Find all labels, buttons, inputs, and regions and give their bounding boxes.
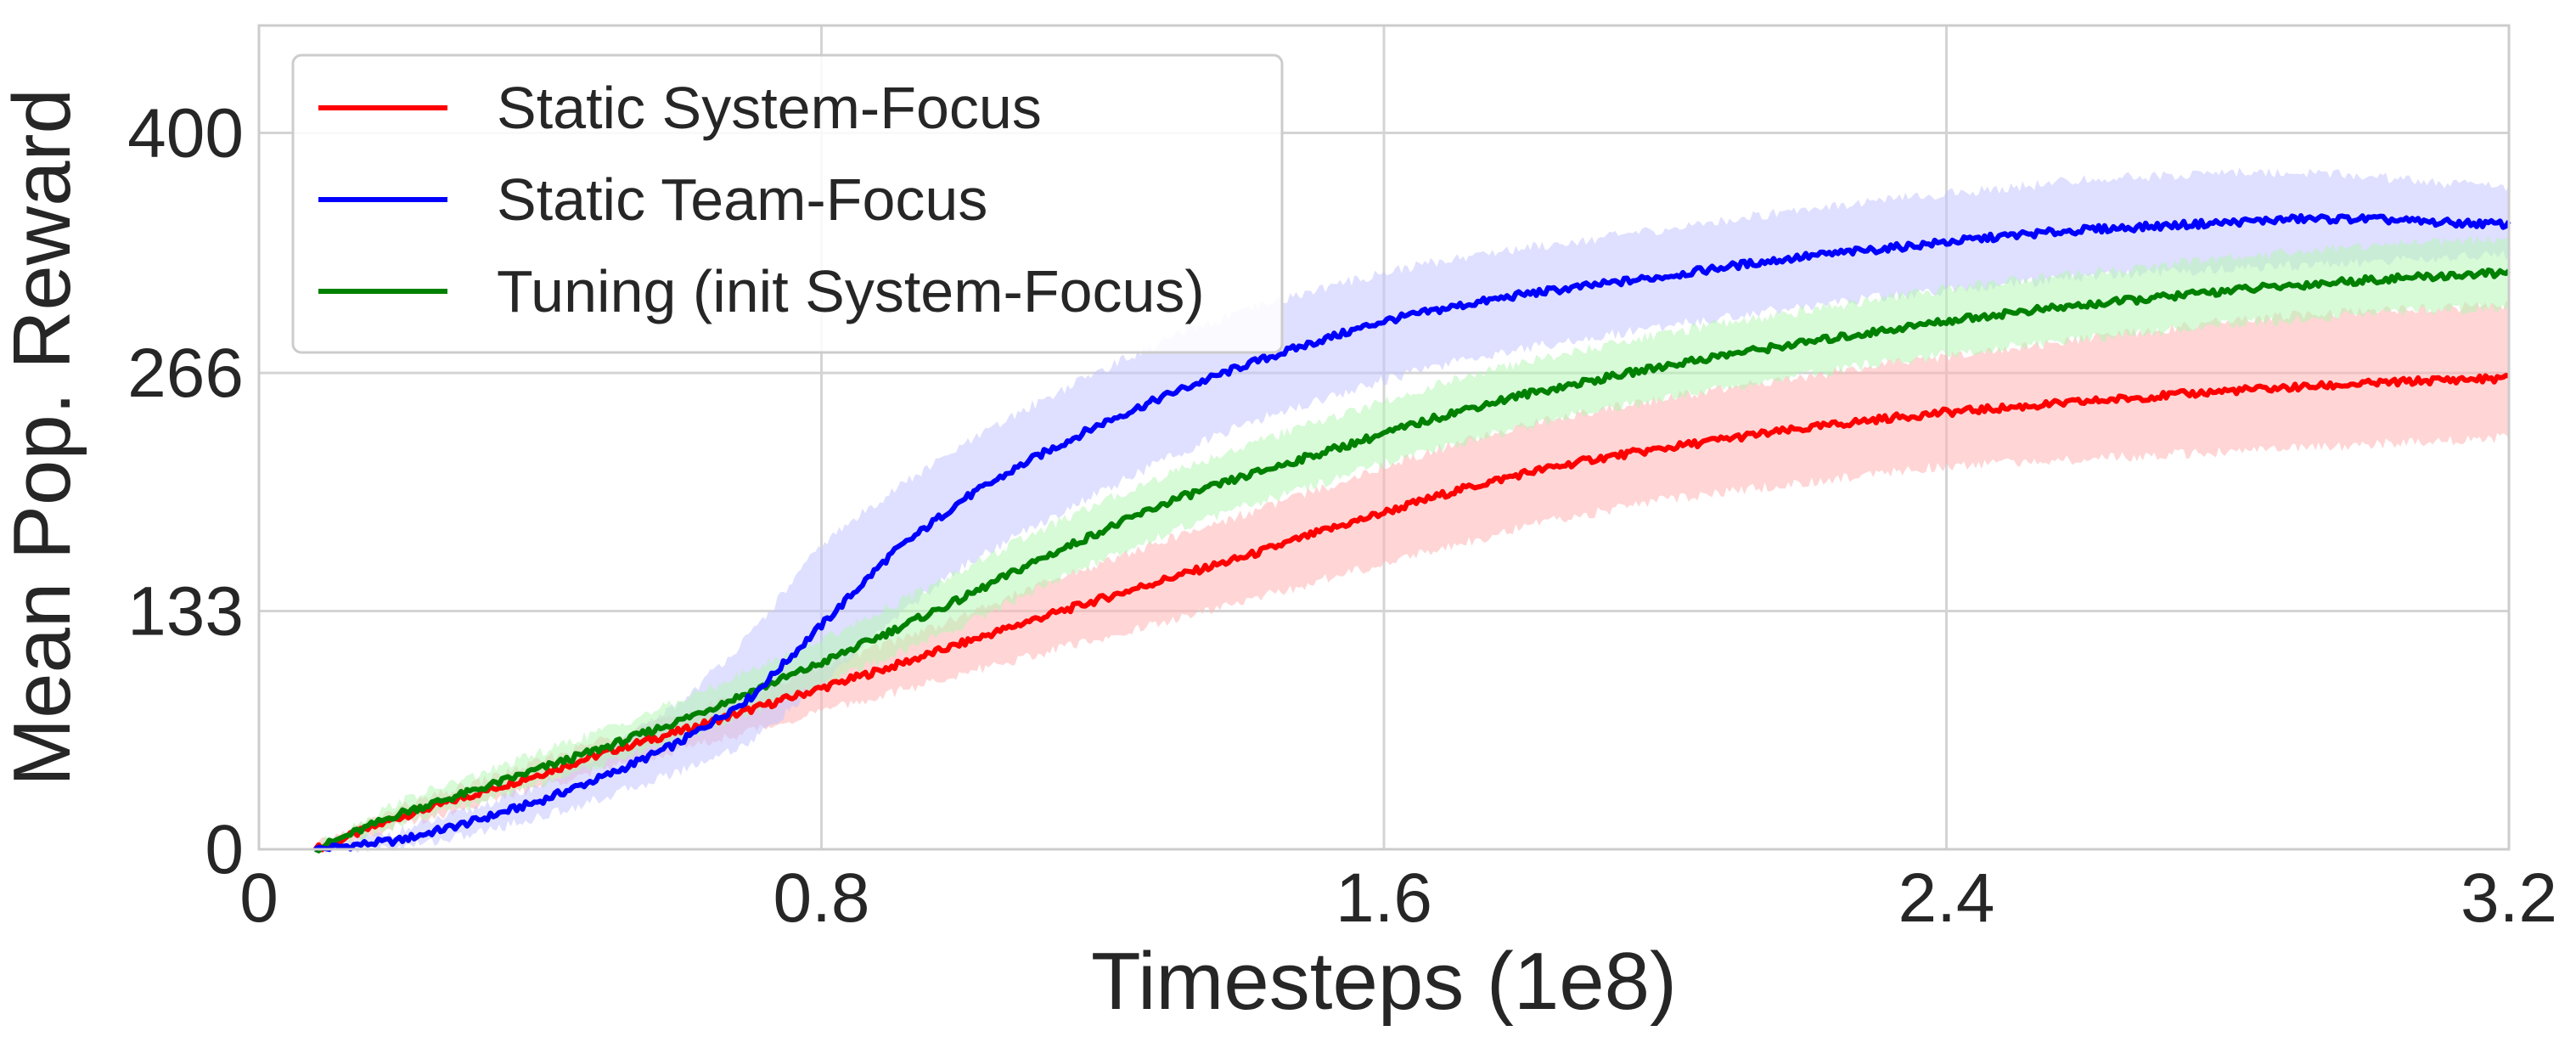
legend-label: Tuning (init System-Focus) <box>497 258 1205 324</box>
y-tick-label: 400 <box>127 95 244 172</box>
legend: Static System-Focus Static Team-Focus Tuni… <box>291 54 1284 354</box>
legend-label: Static System-Focus <box>497 75 1042 141</box>
series-line <box>313 212 2511 853</box>
plot-frame <box>257 24 2511 851</box>
y-tick-label: 133 <box>127 573 244 651</box>
x-tick-label: 3.2 <box>2461 859 2557 937</box>
series-lines <box>312 212 2511 854</box>
confidence-bands <box>315 167 2509 854</box>
x-axis-title: Timesteps (1e8) <box>1091 936 1677 1027</box>
x-tick-label: 2.4 <box>1898 859 1995 937</box>
confidence-band <box>315 234 2509 852</box>
x-tick-label: 0.8 <box>773 859 870 937</box>
legend-box <box>291 54 1284 354</box>
tick-labels: 0 0.8 1.6 2.4 3.2 0 133 266 400 <box>127 95 2557 937</box>
y-tick-label: 266 <box>127 335 244 412</box>
y-axis-title: Mean Pop. Reward <box>0 88 87 786</box>
x-tick-label: 1.6 <box>1336 859 1432 937</box>
legend-label: Static Team-Focus <box>497 166 987 233</box>
x-tick-label: 0 <box>239 859 278 937</box>
y-tick-label: 0 <box>205 811 244 888</box>
confidence-band <box>315 301 2509 853</box>
series-line <box>314 268 2511 854</box>
